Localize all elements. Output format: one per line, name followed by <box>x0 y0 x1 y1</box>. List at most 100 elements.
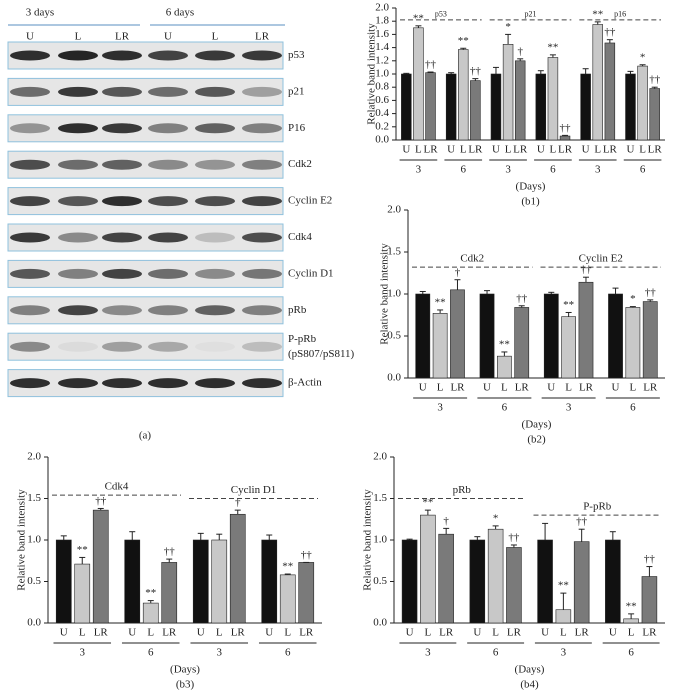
bar <box>608 293 623 379</box>
band <box>195 232 235 243</box>
bar <box>261 539 278 624</box>
bar <box>425 72 436 141</box>
band <box>58 196 98 207</box>
band <box>242 268 282 279</box>
bar-label: L <box>560 627 567 639</box>
y-tick-label: 2.0 <box>373 451 387 463</box>
significance: ** <box>422 497 433 509</box>
bar <box>413 27 424 141</box>
y-tick-label: 2.0 <box>375 2 389 14</box>
significance: † <box>455 266 461 278</box>
y-axis-label: Relative band intensity <box>362 489 374 591</box>
bar <box>415 293 431 379</box>
bar <box>537 539 553 624</box>
lane-label: LR <box>255 31 270 43</box>
bar-label: U <box>473 627 481 639</box>
band <box>242 123 282 134</box>
bar <box>229 513 246 624</box>
bar <box>637 65 648 141</box>
blot-header: 6 days <box>166 7 194 19</box>
group-label: 6 <box>461 164 467 176</box>
group-label: 3 <box>505 164 511 176</box>
band <box>195 159 235 170</box>
significance: †† <box>164 546 176 558</box>
bar-label: U <box>402 144 410 156</box>
blot-strip <box>7 187 284 216</box>
bar-label: U <box>541 627 549 639</box>
blot-row-label: Cyclin E2 <box>288 195 332 207</box>
group-label: 6 <box>628 647 634 659</box>
significance: ** <box>77 544 88 556</box>
band <box>148 196 188 207</box>
bar <box>445 73 457 141</box>
bar-label: L <box>79 627 86 639</box>
significance: ** <box>282 561 293 573</box>
marker-label: Cdk4 <box>105 481 129 493</box>
blot-row-label: P16 <box>288 122 306 134</box>
bar-label: L <box>284 627 291 639</box>
band <box>242 159 282 170</box>
band <box>148 378 188 389</box>
bar-label: L <box>550 144 557 156</box>
group-label: 3 <box>437 402 443 414</box>
significance: †† <box>301 549 313 561</box>
significance: * <box>493 512 499 524</box>
x-axis-label: (Days) <box>515 664 545 676</box>
bar <box>561 316 576 379</box>
blot-strip <box>7 41 284 70</box>
blot-strip <box>7 114 284 143</box>
bar-label: U <box>60 627 68 639</box>
bar <box>479 293 495 379</box>
y-tick-label: 0.0 <box>373 617 387 629</box>
bar <box>92 509 109 624</box>
band <box>242 305 282 316</box>
bar <box>450 289 465 379</box>
bar-label: LR <box>468 144 483 156</box>
marker-label: Cyclin D1 <box>231 484 277 496</box>
y-tick-label: 0.0 <box>27 617 41 629</box>
bar <box>502 43 514 141</box>
band <box>10 123 50 134</box>
significance: ** <box>558 580 569 592</box>
band <box>148 268 188 279</box>
band <box>195 196 235 207</box>
group-label: 6 <box>630 402 636 414</box>
significance: †† <box>580 264 592 276</box>
band <box>148 123 188 134</box>
bar <box>420 514 436 624</box>
band <box>195 268 235 279</box>
y-tick-label: 1.0 <box>387 288 401 300</box>
band <box>10 341 50 352</box>
y-tick-label: 1.5 <box>373 492 387 504</box>
blot-row-label: β-Actin <box>288 377 322 389</box>
bar-label: LR <box>579 382 594 394</box>
lane-label: L <box>75 31 82 43</box>
y-tick-label: 0.0 <box>375 134 389 146</box>
significance: ** <box>563 299 574 311</box>
y-tick-label: 1.0 <box>373 534 387 546</box>
bar <box>279 574 296 624</box>
y-tick-label: 1.4 <box>375 41 389 53</box>
band <box>148 305 188 316</box>
significance: * <box>505 21 511 33</box>
bar <box>192 539 209 624</box>
bar <box>487 528 504 624</box>
significance: ** <box>592 8 603 20</box>
blot-strip <box>7 296 284 325</box>
x-axis-label: (Days) <box>516 181 546 193</box>
bar <box>625 73 636 141</box>
blot-strip <box>7 77 284 106</box>
band <box>102 268 142 279</box>
blot-row-label: Cyclin D1 <box>288 267 334 279</box>
bar <box>623 618 639 624</box>
bar <box>625 307 641 379</box>
bar <box>211 539 228 624</box>
bar <box>543 293 559 379</box>
group-label: 3 <box>80 647 86 659</box>
bar-label: L <box>628 627 635 639</box>
lane-label: U <box>26 31 34 43</box>
significance: †† <box>604 26 616 38</box>
bar-label: U <box>483 382 491 394</box>
significance: †† <box>508 532 520 544</box>
band <box>242 341 282 352</box>
